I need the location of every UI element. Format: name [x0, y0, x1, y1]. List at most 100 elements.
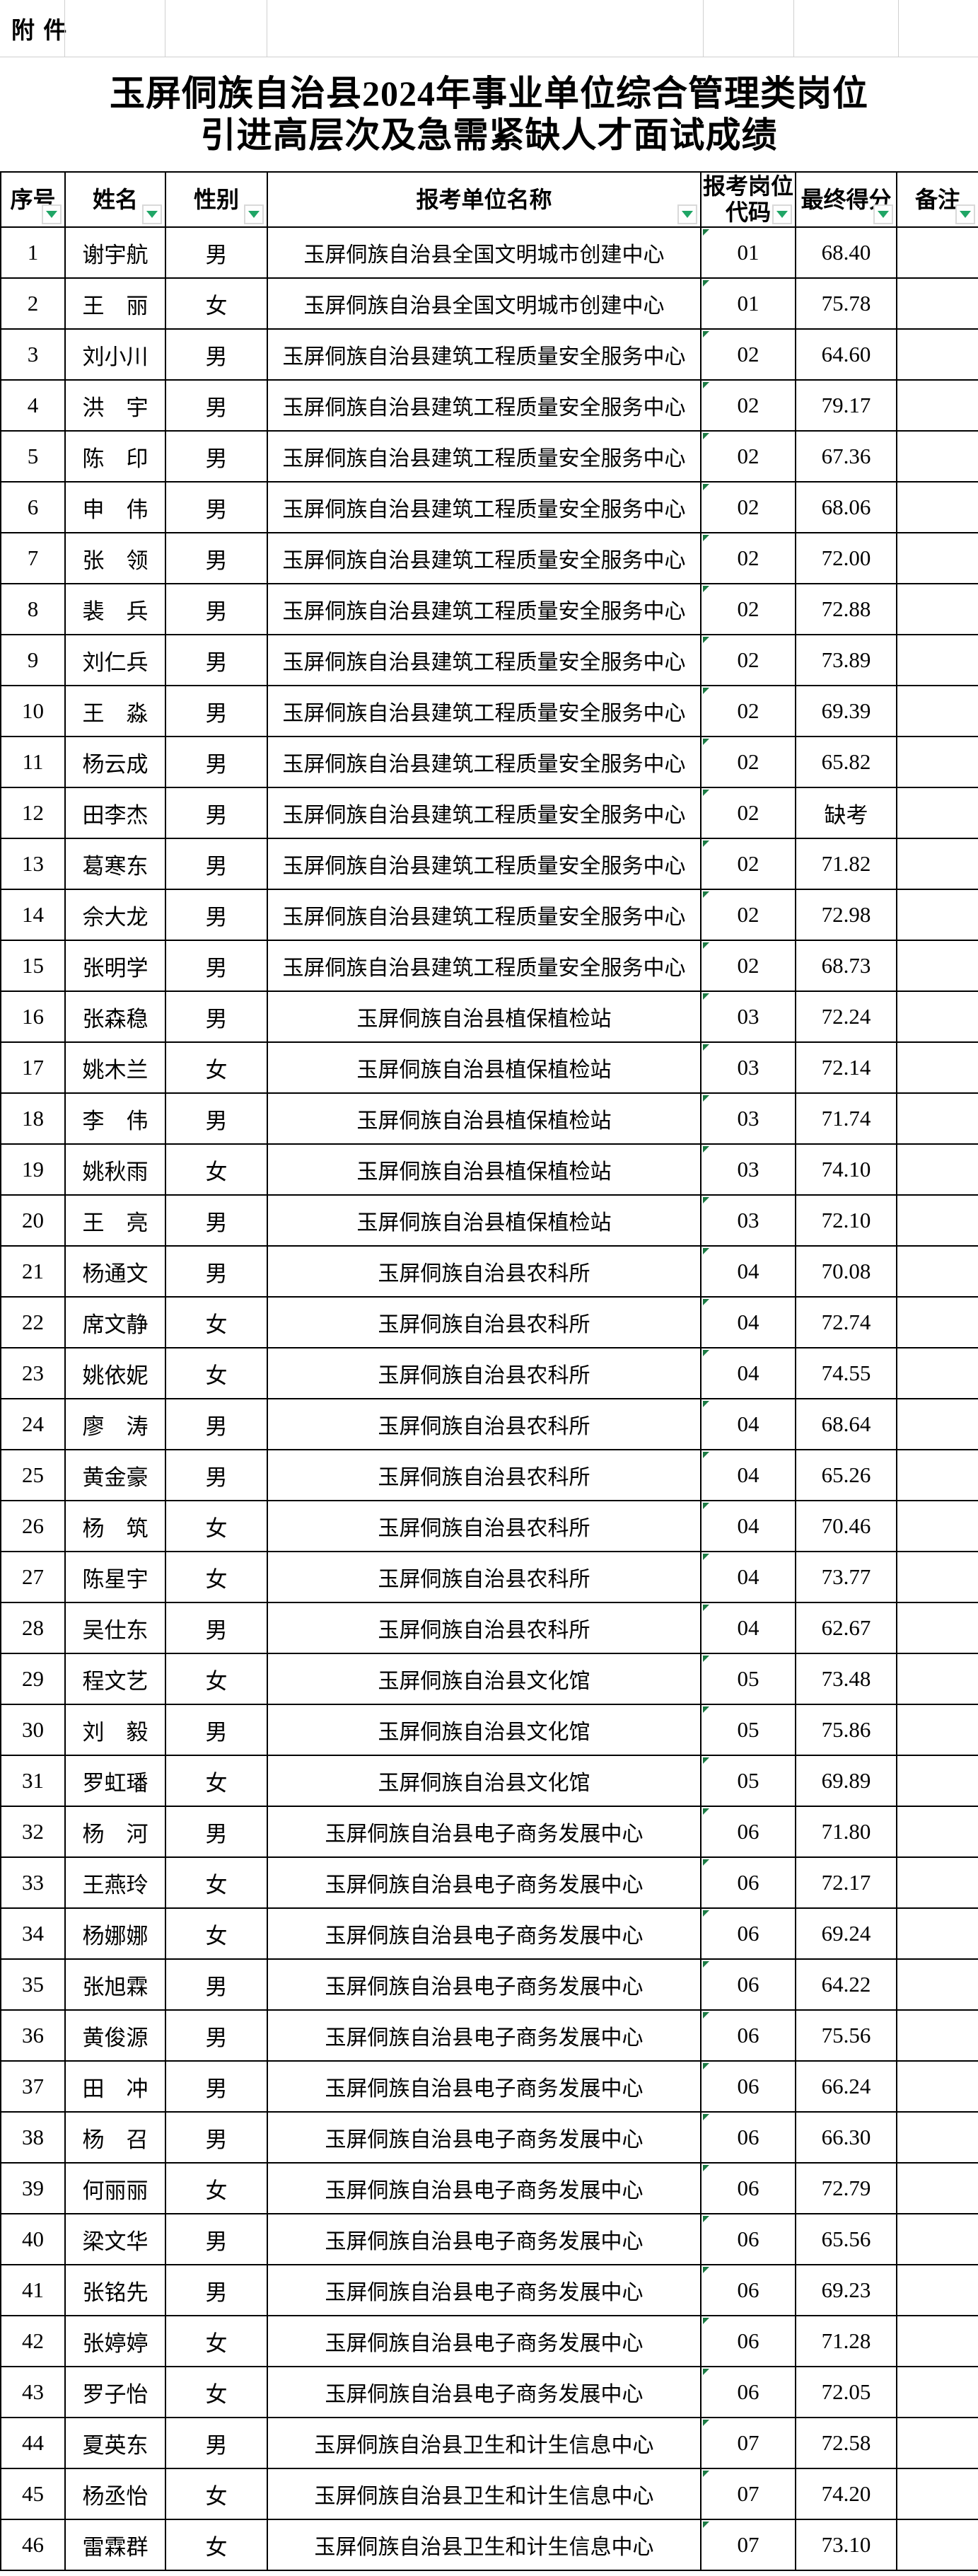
table-row: 45 杨丞怡 女 玉屏侗族自治县卫生和计生信息中心 07 74.20 — [0, 2468, 978, 2520]
cell-final-score: 72.98 — [795, 889, 897, 941]
cell-position-code: 02 — [700, 787, 796, 839]
table-row: 27 陈星宇 女 玉屏侗族自治县农科所 04 73.77 — [0, 1551, 978, 1603]
cell-candidate-name: 谢宇航 — [64, 226, 166, 279]
cell-unit-name: 玉屏侗族自治县电子商务发展中心 — [267, 1856, 702, 1909]
cell-candidate-name: 刘仁兵 — [64, 634, 166, 686]
cell-unit-name: 玉屏侗族自治县农科所 — [267, 1296, 702, 1348]
cell-position-code: 04 — [700, 1449, 796, 1501]
cell-serial-number: 22 — [0, 1296, 66, 1348]
gridline — [898, 0, 899, 57]
table-row: 9 刘仁兵 男 玉屏侗族自治县建筑工程质量安全服务中心 02 73.89 — [0, 634, 978, 686]
table-row: 36 黄俊源 男 玉屏侗族自治县电子商务发展中心 06 75.56 — [0, 2009, 978, 2062]
cell-candidate-name: 杨云成 — [64, 736, 166, 788]
cell-candidate-name: 张婷婷 — [64, 2315, 166, 2367]
cell-gender: 男 — [165, 1704, 268, 1756]
cell-gender: 男 — [165, 1245, 268, 1298]
cell-remark — [896, 2162, 978, 2214]
cell-gender: 男 — [165, 328, 268, 381]
gridline — [703, 0, 704, 57]
cell-final-score: 72.24 — [795, 990, 897, 1043]
cell-final-score: 73.48 — [795, 1653, 897, 1705]
green-corner-flag-icon — [703, 1706, 709, 1713]
cell-unit-name: 玉屏侗族自治县电子商务发展中心 — [267, 2162, 702, 2214]
cell-position-code: 01 — [700, 226, 796, 279]
filter-button-name[interactable] — [142, 204, 162, 224]
filter-button-code[interactable] — [772, 204, 792, 224]
cell-gender: 女 — [165, 1856, 268, 1909]
cell-position-code: 04 — [700, 1551, 796, 1603]
column-header-no: 序号 — [0, 171, 66, 228]
page-title-line2: 引进高层次及急需紧缺人才面试成绩 — [200, 115, 778, 155]
green-corner-flag-icon — [703, 891, 709, 898]
cell-serial-number: 23 — [0, 1347, 66, 1399]
cell-candidate-name: 姚秋雨 — [64, 1143, 166, 1196]
filter-button-gender[interactable] — [244, 204, 264, 224]
position-code-value: 06 — [737, 2226, 759, 2251]
position-code-value: 02 — [737, 444, 759, 468]
cell-position-code: 02 — [700, 481, 796, 533]
table-header: 序号 姓名 性别 报考单位名称 报考岗位 代码 最终得分 备注 — [0, 171, 978, 228]
cell-final-score: 66.30 — [795, 2111, 897, 2164]
cell-serial-number: 19 — [0, 1143, 66, 1196]
cell-final-score: 73.89 — [795, 634, 897, 686]
cell-remark — [896, 1092, 978, 1145]
position-code-value: 03 — [737, 1208, 759, 1232]
cell-final-score: 71.80 — [795, 1806, 897, 1858]
cell-candidate-name: 姚依妮 — [64, 1347, 166, 1399]
cell-position-code: 03 — [700, 1143, 796, 1196]
cell-position-code: 02 — [700, 940, 796, 992]
position-code-value: 06 — [737, 2328, 759, 2353]
cell-unit-name: 玉屏侗族自治县建筑工程质量安全服务中心 — [267, 634, 702, 686]
cell-position-code: 03 — [700, 990, 796, 1043]
cell-remark — [896, 2519, 978, 2571]
cell-final-score: 72.17 — [795, 1856, 897, 1909]
position-code-value: 07 — [737, 2532, 759, 2557]
cell-position-code: 02 — [700, 634, 796, 686]
cell-position-code: 03 — [700, 1194, 796, 1247]
table-row: 21 杨通文 男 玉屏侗族自治县农科所 04 70.08 — [0, 1245, 978, 1298]
cell-position-code: 02 — [700, 328, 796, 381]
cell-candidate-name: 张森稳 — [64, 990, 166, 1043]
cell-gender: 女 — [165, 2519, 268, 2571]
cell-unit-name: 玉屏侗族自治县植保植检站 — [267, 1092, 702, 1145]
cell-remark — [896, 226, 978, 279]
cell-remark — [896, 2468, 978, 2520]
position-code-value: 05 — [737, 1768, 759, 1793]
filter-button-no[interactable] — [42, 204, 62, 224]
cell-serial-number: 21 — [0, 1245, 66, 1298]
filter-button-unit[interactable] — [677, 204, 697, 224]
green-corner-flag-icon — [703, 1044, 709, 1051]
cell-final-score: 72.88 — [795, 583, 897, 635]
cell-serial-number: 42 — [0, 2315, 66, 2367]
cell-remark — [896, 1449, 978, 1501]
cell-final-score: 75.86 — [795, 1704, 897, 1756]
cell-remark — [896, 736, 978, 788]
green-corner-flag-icon — [703, 1350, 709, 1356]
cell-gender: 男 — [165, 889, 268, 941]
cell-unit-name: 玉屏侗族自治县全国文明城市创建中心 — [267, 277, 702, 330]
cell-position-code: 04 — [700, 1347, 796, 1399]
green-corner-flag-icon — [703, 586, 709, 592]
cell-candidate-name: 黄金豪 — [64, 1449, 166, 1501]
cell-candidate-name: 程文艺 — [64, 1653, 166, 1705]
cell-gender: 男 — [165, 2009, 268, 2062]
position-code-value: 01 — [737, 240, 759, 265]
position-code-value: 02 — [737, 902, 759, 927]
position-code-value: 02 — [737, 851, 759, 876]
cell-final-score: 69.23 — [795, 2264, 897, 2316]
cell-position-code: 06 — [700, 2162, 796, 2214]
cell-gender: 男 — [165, 430, 268, 483]
filter-button-score[interactable] — [873, 204, 893, 224]
cell-gender: 男 — [165, 1398, 268, 1450]
cell-final-score: 72.14 — [795, 1041, 897, 1094]
cell-serial-number: 14 — [0, 889, 66, 941]
filter-button-note[interactable] — [955, 204, 975, 224]
cell-serial-number: 9 — [0, 634, 66, 686]
cell-unit-name: 玉屏侗族自治县建筑工程质量安全服务中心 — [267, 583, 702, 635]
page-title: 玉屏侗族自治县2024年事业单位综合管理类岗位 引进高层次及急需紧缺人才面试成绩 — [0, 57, 978, 171]
cell-serial-number: 35 — [0, 1958, 66, 2011]
cell-serial-number: 33 — [0, 1856, 66, 1909]
position-code-value: 02 — [737, 647, 759, 672]
cell-remark — [896, 685, 978, 737]
cell-gender: 男 — [165, 787, 268, 839]
